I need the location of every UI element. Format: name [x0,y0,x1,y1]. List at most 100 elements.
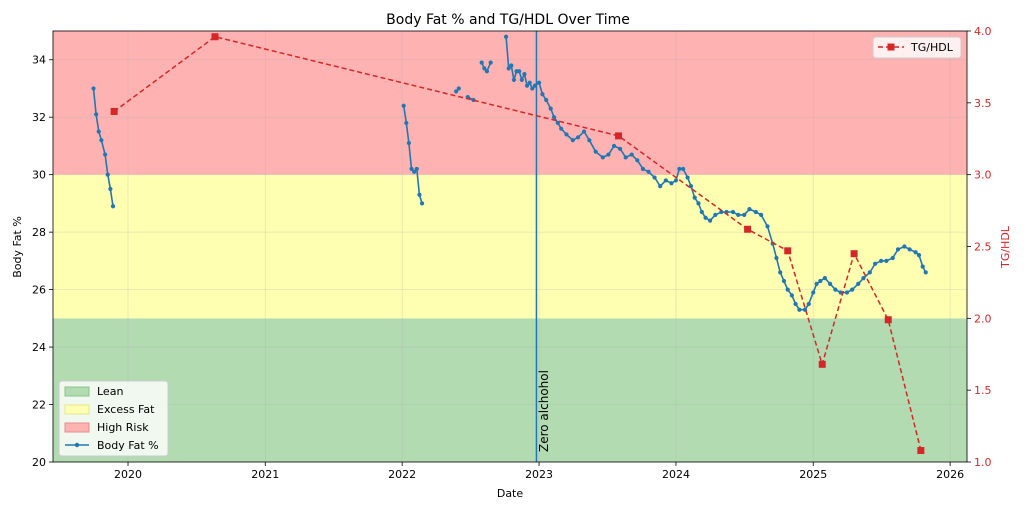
y-tick-label: 28 [32,226,46,239]
body-fat-point [861,276,866,281]
body-fat-point [646,169,651,174]
body-fat-point [789,293,794,298]
body-fat-point [108,186,113,192]
body-fat-point [551,115,557,120]
body-fat-point [640,166,646,172]
body-fat-point [454,89,459,94]
body-fat-point [797,307,802,312]
body-fat-point [94,112,99,117]
body-fat-point [747,207,752,212]
body-fat-point [833,287,838,292]
y-right-tick-label: 3.5 [974,97,992,110]
body-fat-point [611,143,617,149]
body-fat-point [699,209,704,215]
body-fat-point [570,138,575,143]
x-tick-label: 2021 [251,468,279,481]
body-fat-point [509,63,514,68]
body-fat-point [629,152,634,157]
body-fat-point [479,60,484,65]
body-fat-point [530,86,535,91]
tg-hdl-point [784,247,792,255]
body-fat-point [600,155,605,160]
tg-hdl-point [110,107,118,115]
series-layer [91,31,928,462]
body-fat-point [793,301,798,307]
body-fat-point [713,212,718,217]
body-fat-point [879,258,884,263]
zone-lean [53,318,967,462]
y-right-tick-label: 2.5 [974,241,992,254]
y-tick-label: 24 [32,341,46,354]
body-fat-point [890,255,895,261]
body-fat-point [884,258,889,263]
body-fat-line-segment [92,88,114,207]
x-tick-label: 2020 [114,468,142,481]
legend-swatch-high-risk [64,422,90,433]
body-fat-point [692,195,697,200]
body-fat-point [696,201,701,206]
body-fat-point [663,178,668,183]
body-fat-point [519,77,524,82]
body-fat-point [920,264,925,269]
zone-high-risk [53,31,967,175]
body-fat-point [96,129,101,134]
body-fat-point [774,255,779,261]
body-fat-point [484,69,490,74]
y-tick-label: 32 [32,111,46,124]
body-fat-point [409,166,414,172]
body-fat-point [540,92,545,97]
body-fat-point [511,77,517,82]
body-fat-point [822,276,827,281]
legend-label-high-risk: High Risk [97,421,149,434]
y-axis-title-left: Body Fat % [11,216,24,278]
body-fat-point [707,218,713,223]
body-fat-point [524,83,530,88]
body-fat-point [778,270,783,275]
body-fat-point [673,178,679,183]
body-fat-point [811,290,816,295]
body-fat-point [856,281,861,286]
body-fat-point [907,247,912,252]
body-fat-point [719,209,724,215]
legend-label-lean: Lean [97,385,123,398]
y-tick-label: 30 [32,169,46,182]
body-fat-point [765,224,770,229]
body-fat-point [658,184,663,189]
body-fat-point [623,155,628,160]
body-fat-point [105,172,110,177]
legend-upper-right: TG/HDL [872,36,962,59]
legend-lower-left: Lean Excess Fat High Risk Body Fat % [58,380,169,457]
body-fat-point [730,209,736,215]
legend-label-excess-fat: Excess Fat [97,403,155,416]
body-fat-point [677,166,682,172]
x-tick-label: 2025 [799,468,827,481]
body-fat-point [522,72,527,77]
body-fat-point [895,247,901,252]
y-right-tick-label: 1.0 [974,456,992,469]
body-fat-point [785,287,790,292]
x-tick-label: 2023 [525,468,553,481]
y-tick-label: 22 [32,399,46,412]
tg-hdl-point [850,250,858,258]
body-fat-point [544,97,549,103]
body-fat-point [652,175,657,180]
body-fat-point [850,287,855,292]
y-tick-label: 34 [32,54,46,67]
body-fat-point [581,129,587,134]
body-fat-point [680,166,686,172]
legend-label-body-fat: Body Fat % [97,439,159,452]
body-fat-point [401,103,406,108]
y-tick-label: 26 [32,284,46,297]
zero-alcohol-label: Zero alchohol [537,370,551,452]
body-fat-point [873,261,878,266]
body-fat-point [412,169,417,174]
body-fat-point [923,270,928,275]
tg-hdl-point [884,316,892,324]
y-right-tick-label: 1.5 [974,384,992,397]
x-tick-label: 2022 [388,468,416,481]
y-tick-label: 20 [32,456,46,469]
tg-hdl-point [211,33,219,41]
body-fat-point [503,34,509,39]
body-fat-point [110,204,116,209]
